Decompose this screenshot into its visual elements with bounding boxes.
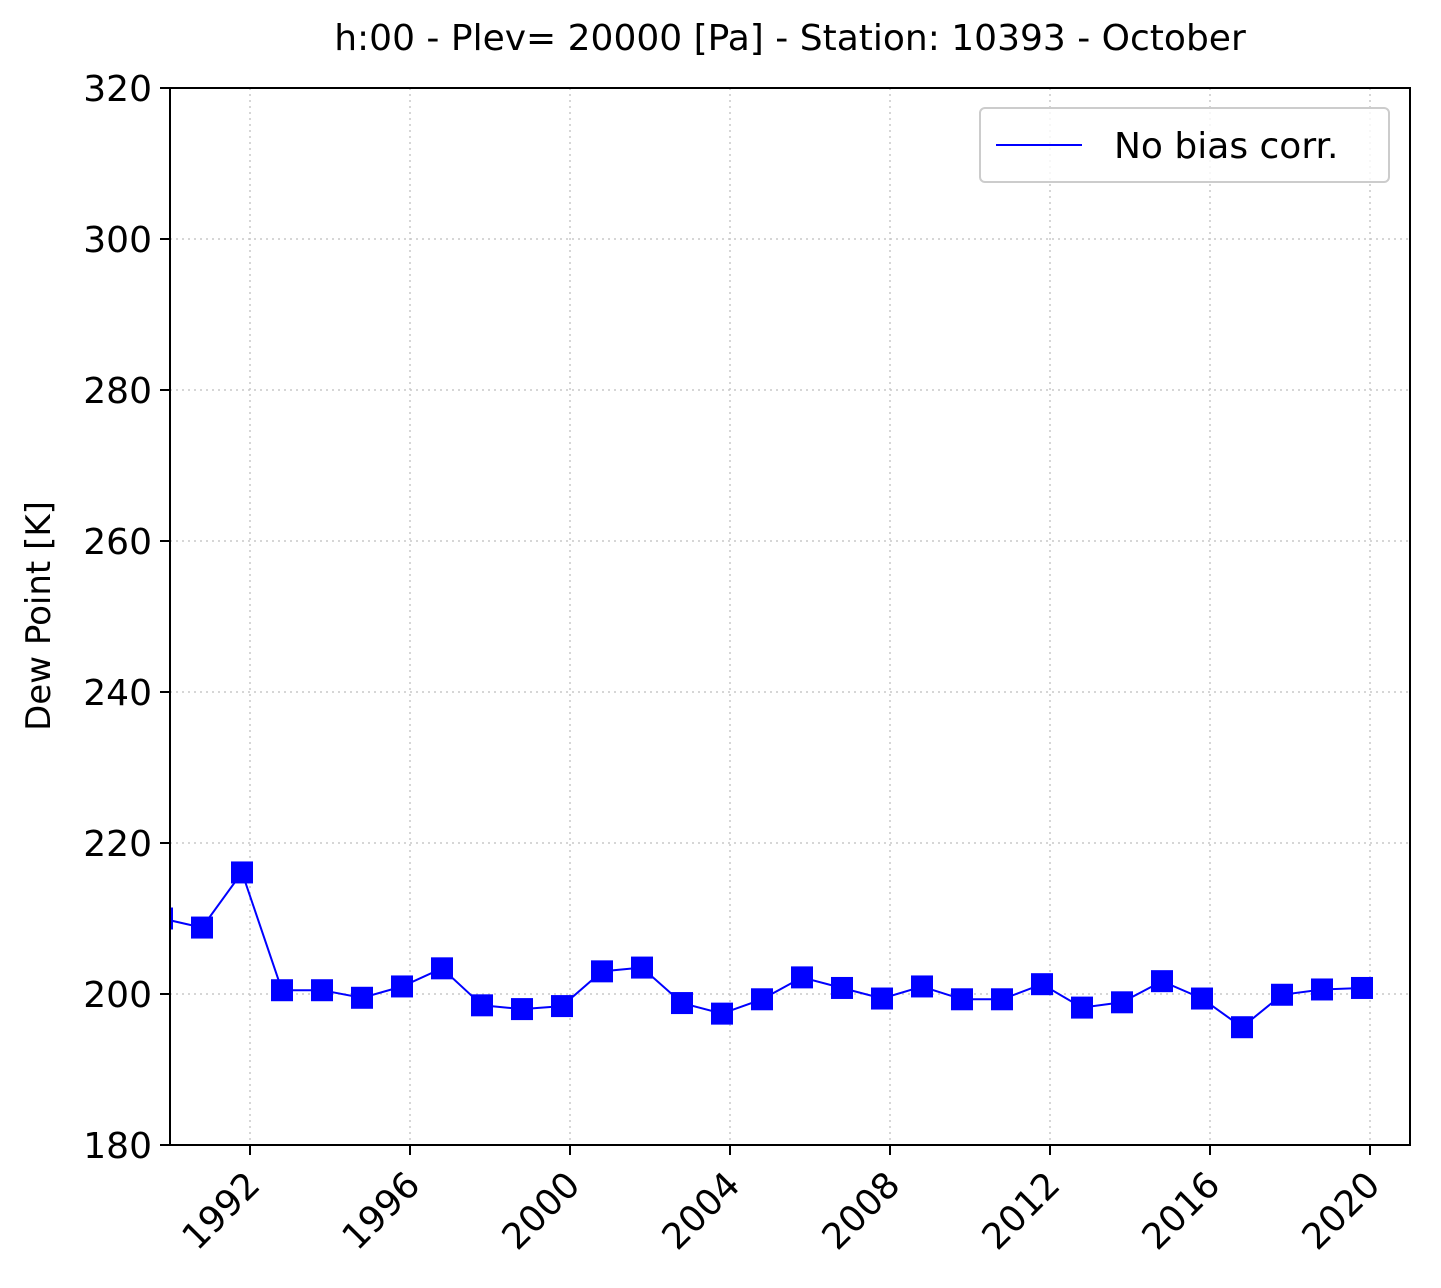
data-point-marker (351, 986, 373, 1009)
plot-series-area (170, 861, 1373, 1039)
data-point-marker (1111, 991, 1133, 1014)
data-point-marker (170, 907, 173, 930)
y-tick-label: 200 (83, 975, 152, 1016)
y-tick-label: 280 (83, 371, 152, 412)
data-point-marker (1351, 976, 1373, 999)
data-point-marker (791, 966, 813, 989)
y-tick-label: 240 (83, 673, 152, 714)
data-point-marker (711, 1002, 733, 1025)
y-tick-label: 300 (83, 220, 152, 261)
y-axis-label: Dew Point [K] (19, 501, 59, 731)
data-point-marker (951, 988, 973, 1011)
y-tick-label: 320 (83, 69, 152, 110)
data-point-marker (751, 988, 773, 1011)
y-tick-label: 220 (83, 824, 152, 865)
data-point-marker (991, 988, 1013, 1011)
data-point-marker (631, 956, 653, 979)
data-point-marker (551, 995, 573, 1018)
data-point-marker (831, 976, 853, 999)
data-point-marker (1231, 1016, 1253, 1039)
data-point-marker (1031, 973, 1053, 996)
data-point-marker (431, 957, 453, 980)
data-point-marker (591, 960, 613, 983)
data-point-marker (311, 979, 333, 1002)
legend-label-no-bias-corr: No bias corr. (1114, 126, 1338, 167)
data-point-marker (471, 994, 493, 1017)
data-point-marker (1311, 978, 1333, 1001)
y-tick-label: 260 (83, 522, 152, 563)
y-axis: 180 200 220 240 260 280 300 320 (83, 69, 170, 1167)
data-point-marker (231, 861, 253, 884)
y-tick-label: 180 (83, 1126, 152, 1167)
data-point-marker (391, 975, 413, 998)
plot-frame (169, 87, 1411, 1146)
data-point-marker (671, 992, 693, 1015)
data-point-marker (271, 979, 293, 1002)
data-point-marker (1191, 987, 1213, 1010)
data-point-marker (191, 916, 213, 939)
data-point-marker (1151, 970, 1173, 993)
legend: No bias corr. (979, 107, 1390, 183)
data-point-marker (1271, 983, 1293, 1006)
data-point-marker (511, 998, 533, 1021)
data-point-marker (1071, 996, 1093, 1019)
chart-title: h:00 - Plev= 20000 [Pa] - Station: 10393… (334, 18, 1246, 59)
legend-box (979, 107, 1390, 183)
data-point-marker (911, 975, 933, 998)
data-point-marker (871, 987, 893, 1010)
